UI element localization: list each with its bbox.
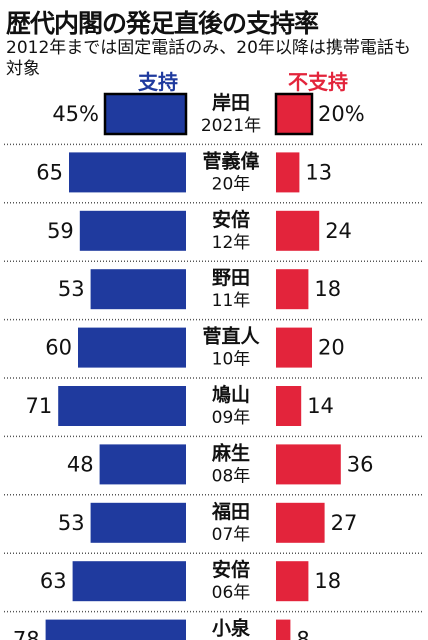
category-name-label: 岸田: [212, 92, 250, 114]
category-name-label: 小泉: [212, 617, 251, 640]
oppose-bar: [276, 619, 291, 640]
oppose-value-label: 18: [314, 569, 341, 593]
oppose-value-label: 27: [331, 511, 358, 535]
support-bar: [72, 561, 186, 602]
category-year-label: 11年: [212, 291, 251, 311]
category-name-label: 野田: [212, 267, 250, 289]
category-year-label: 06年: [212, 583, 251, 603]
oppose-bar: [276, 502, 325, 543]
oppose-bar: [276, 269, 309, 310]
oppose-bar: [276, 444, 341, 485]
support-bar: [103, 92, 188, 136]
oppose-value-label: 8: [296, 628, 309, 640]
support-bar: [69, 152, 186, 193]
support-value-label: 53: [58, 277, 85, 301]
category-name-label: 福田: [211, 500, 250, 523]
support-value-label: 78: [13, 628, 40, 640]
category-year-label: 20年: [212, 174, 251, 194]
support-value-label: 59: [47, 219, 74, 243]
oppose-bar: [276, 210, 320, 251]
category-year-label: 2021年: [201, 116, 261, 136]
oppose-value-label: 36: [347, 452, 374, 476]
category-year-label: 08年: [212, 466, 251, 486]
category-year-label: 12年: [212, 233, 251, 253]
category-name-label: 安倍: [212, 558, 250, 581]
legend-support: 支持: [138, 70, 178, 94]
support-bar: [45, 619, 186, 640]
support-value-label: 63: [40, 569, 67, 593]
category-year-label: 07年: [212, 525, 251, 545]
oppose-value-label: 20: [318, 336, 345, 360]
support-bar: [90, 502, 186, 543]
category-year-label: 09年: [212, 408, 251, 428]
chart-subtitle: 2012年までは固定電話のみ、20年以降は携帯電話も対象: [6, 38, 411, 79]
oppose-value-label: 20%: [318, 102, 365, 126]
category-name-label: 菅義偉: [202, 149, 259, 172]
category-name-label: 安倍: [212, 208, 250, 231]
category-name-label: 鳩山: [212, 383, 250, 406]
support-bar: [79, 210, 186, 251]
oppose-value-label: 18: [314, 277, 341, 301]
support-value-label: 60: [45, 336, 72, 360]
support-bar: [99, 444, 186, 485]
oppose-bar: [276, 386, 302, 426]
support-value-label: 45%: [52, 102, 99, 126]
oppose-value-label: 24: [325, 219, 352, 243]
category-name-label: 菅直人: [202, 325, 260, 348]
oppose-value-label: 13: [305, 160, 332, 184]
support-bar: [78, 327, 186, 368]
oppose-value-label: 14: [307, 394, 334, 418]
support-value-label: 48: [67, 452, 94, 476]
category-year-label: 10年: [212, 350, 251, 370]
oppose-bar: [276, 327, 312, 368]
oppose-bar: [274, 92, 314, 136]
support-value-label: 71: [25, 394, 52, 418]
oppose-bar: [276, 152, 300, 193]
legend-oppose: 不支持: [288, 70, 348, 94]
chart-title: 歴代内閣の発足直後の支持率: [6, 9, 319, 38]
support-bar: [90, 269, 186, 310]
support-bar: [58, 386, 187, 426]
category-name-label: 麻生: [211, 441, 250, 464]
support-value-label: 65: [36, 160, 63, 184]
support-value-label: 53: [58, 511, 85, 535]
oppose-bar: [276, 561, 309, 602]
